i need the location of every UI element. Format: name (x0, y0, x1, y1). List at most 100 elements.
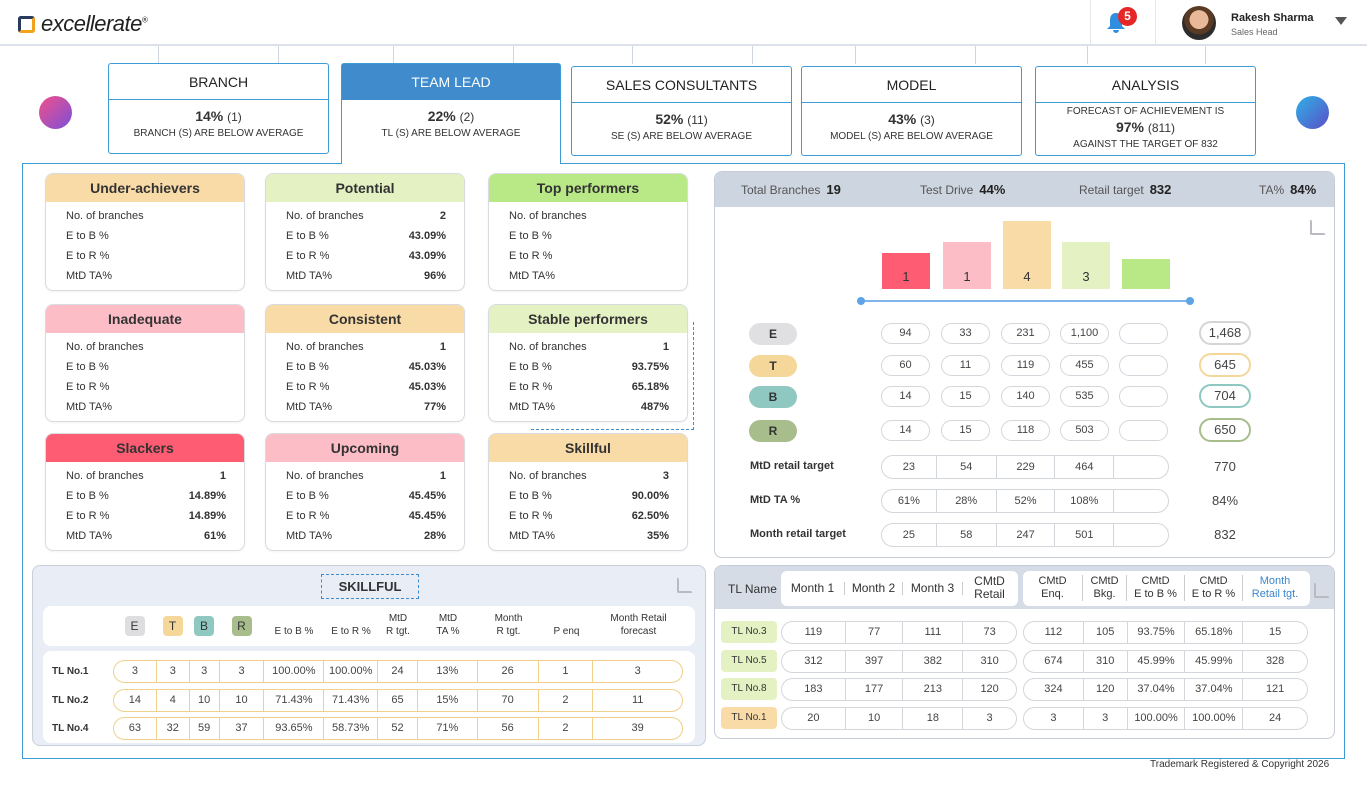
chart-bar[interactable]: 1 (943, 242, 991, 289)
tl-name-badge[interactable]: TL No.3 (721, 621, 777, 643)
metric-value: 45.03% (408, 361, 446, 373)
tl-cell[interactable]: 24 (1268, 712, 1282, 724)
metric-value: 61% (203, 530, 226, 542)
card-row: E to R % 43.09% (266, 246, 464, 266)
card-row: E to B % 14.89% (46, 486, 244, 506)
skillful-cell: 24 (378, 661, 418, 682)
tab-percent: 43% (888, 111, 917, 127)
external-link-icon[interactable] (677, 577, 693, 593)
avatar[interactable] (1182, 6, 1216, 40)
tl-name-badge[interactable]: TL No.8 (721, 678, 777, 700)
metric-label: No. of branches (509, 341, 587, 353)
stat-value: 44% (979, 182, 1006, 197)
tab-analysis[interactable]: ANALYSIS FORECAST OF ACHIEVEMENT IS 97% (8… (1035, 66, 1256, 156)
skillful-cell: 4 (157, 690, 190, 711)
metric-value: 1 (439, 470, 446, 482)
brand-logo[interactable]: excellerate® (18, 11, 148, 37)
bar-label: 4 (1023, 269, 1031, 284)
tl-cell: 100.00% (1185, 708, 1244, 729)
category-card-inadequate[interactable]: Inadequate No. of branches E to B % E to R … (45, 304, 245, 422)
stage-value: 11 (941, 355, 990, 376)
metric-cell: 501 (1055, 524, 1115, 546)
metric-label: No. of branches (509, 210, 587, 222)
skillful-cell[interactable]: 3 (634, 665, 641, 677)
category-card-under-achievers[interactable]: Under-achievers No. of branches E to B % E … (45, 173, 245, 291)
chart-bar[interactable]: 3 (1062, 242, 1110, 289)
category-card-upcoming[interactable]: Upcoming No. of branches 1 E to B % 45.45% E … (265, 433, 465, 551)
stat-label: TA% (1259, 183, 1285, 197)
notification-badge[interactable]: 5 (1118, 7, 1137, 26)
tab-branch[interactable]: BRANCH 14% (1) BRANCH (S) ARE BELOW AVERAG… (108, 63, 329, 154)
tl-cell[interactable]: 121 (1265, 683, 1285, 695)
column-header: E to B % (274, 626, 314, 637)
tl-cell: 100.00% (1128, 708, 1186, 729)
stage-badge-t: T (749, 355, 797, 377)
brand-name: excellerate (41, 11, 142, 36)
slider-handle-right[interactable] (1186, 297, 1194, 305)
metric-label: E to B % (66, 490, 109, 502)
tl-cell[interactable]: 328 (1265, 655, 1285, 667)
tl-cell[interactable]: 15 (1268, 626, 1282, 638)
chart-bar[interactable]: 4 (1003, 221, 1051, 289)
card-title: Skillful (489, 434, 687, 462)
chevron-down-icon[interactable] (1335, 17, 1347, 25)
stage-value: 94 (881, 323, 930, 344)
metric-label: E to R % (66, 510, 110, 522)
card-rows: No. of branches 1 E to B % 14.89% E to R % 14… (46, 462, 244, 546)
skillful-row[interactable]: 63 32 59 37 93.65% 58.73% 52 71% 56 2 39 (113, 717, 683, 740)
metric-cell: 58 (937, 524, 997, 546)
tl-cell: 111 (903, 622, 964, 643)
category-card-top-performers[interactable]: Top performers No. of branches E to B % E t… (488, 173, 688, 291)
tl-cell: 93.75% (1128, 622, 1186, 643)
metric-label: E to B % (509, 230, 552, 242)
stage-total: 645 (1199, 353, 1251, 377)
chart-bar[interactable]: 1 (882, 253, 930, 289)
category-card-potential[interactable]: Potential No. of branches 2 E to B % 43.09% E… (265, 173, 465, 291)
tl-cell: 20 (782, 708, 846, 729)
metric-label: E to B % (286, 361, 329, 373)
tl-cell: 674 (1024, 651, 1084, 672)
card-row: No. of branches 3 (489, 466, 687, 486)
tl-name-badge[interactable]: TL No.5 (721, 650, 777, 672)
category-card-consistent[interactable]: Consistent No. of branches 1 E to B % 45.03%… (265, 304, 465, 422)
slider-handle-left[interactable] (857, 297, 865, 305)
category-card-slackers[interactable]: Slackers No. of branches 1 E to B % 14.89% E … (45, 433, 245, 551)
metric-label: E to B % (509, 361, 552, 373)
logo-icon (18, 16, 35, 33)
tl-cell: 112 (1024, 622, 1084, 643)
skillful-cell[interactable]: 39 (631, 722, 644, 734)
category-card-stable-performers[interactable]: Stable performers No. of branches 1 E to B … (488, 304, 688, 422)
tab-percent: 52% (655, 111, 684, 127)
card-title: Upcoming (266, 434, 464, 462)
top-header (0, 0, 1367, 46)
metric-value: 43.09% (408, 230, 446, 242)
tl-row-group1: 183 177 213 120 (781, 678, 1017, 701)
metric-label: MtD TA% (66, 530, 113, 542)
metric-value: 28% (423, 530, 446, 542)
card-row: MtD TA% 487% (489, 397, 687, 417)
tab-team-lead[interactable]: TEAM LEAD 22% (2) TL (S) ARE BELOW AVERAGE (341, 63, 561, 164)
external-link-icon[interactable] (1314, 582, 1330, 598)
card-row: E to R % 14.89% (46, 506, 244, 526)
skillful-title: SKILLFUL (321, 574, 419, 599)
skillful-cell[interactable]: 11 (631, 694, 644, 706)
metric-value: 90.00% (631, 490, 669, 502)
metric-label: No. of branches (286, 341, 364, 353)
chart-bar[interactable] (1122, 259, 1170, 289)
external-link-icon[interactable] (1310, 219, 1326, 235)
skillful-row[interactable]: 14 4 10 10 71.43% 71.43% 65 15% 70 2 11 (113, 689, 683, 712)
report-icon[interactable] (39, 96, 72, 129)
tab-model[interactable]: MODEL 43% (3) MODEL (S) ARE BELOW AVERAGE (801, 66, 1022, 156)
tab-title: TEAM LEAD (342, 64, 560, 100)
skillful-row[interactable]: 3 3 3 3 100.00% 100.00% 24 13% 26 1 3 (113, 660, 683, 683)
bar-range-slider[interactable] (860, 300, 1190, 302)
tl-name-badge[interactable]: TL No.1 (721, 707, 777, 729)
card-row: E to B % (489, 226, 687, 246)
category-card-skillful[interactable]: Skillful No. of branches 3 E to B % 90.00% E … (488, 433, 688, 551)
brain-icon[interactable] (1296, 96, 1329, 129)
column-header: Month 3 (903, 582, 963, 595)
metric-value: 1 (439, 341, 446, 353)
tl-cell: 312 (782, 651, 846, 672)
tab-sales-consultants[interactable]: SALES CONSULTANTS 52% (11) SE (S) ARE BELO… (571, 66, 792, 156)
tl-cell: 45.99% (1128, 651, 1186, 672)
